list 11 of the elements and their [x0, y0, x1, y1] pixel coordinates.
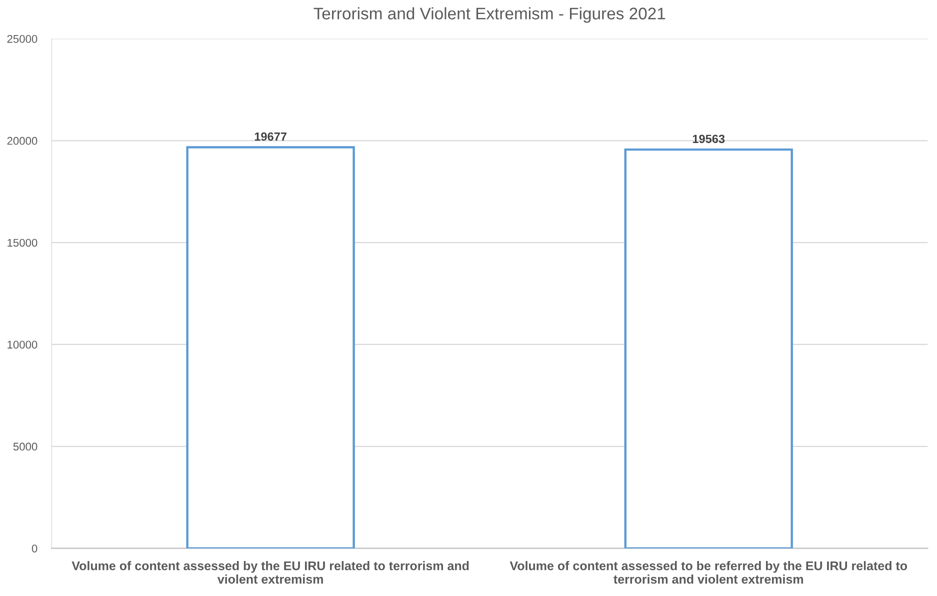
data-label: 19677	[254, 132, 286, 141]
y-tick-label: 25000	[7, 35, 38, 43]
y-tick-label: 5000	[13, 442, 38, 451]
x-tick-label: Volume of content assessed to be referred by the EU IRU related to terrorism and violent extremism	[510, 561, 908, 584]
y-tick-label: 10000	[8, 340, 38, 349]
x-tick-label: Volume of content assessed by the EU IRU related to terrorism and violent extremism	[72, 561, 469, 584]
y-tick-label: 0	[32, 544, 38, 552]
y-tick-label: 15000	[8, 238, 38, 247]
data-label: 19563	[692, 134, 725, 144]
chart-title: Terrorism and Violent Extremism - Figures 2021	[314, 7, 666, 23]
y-tick-label: 20000	[7, 136, 38, 145]
